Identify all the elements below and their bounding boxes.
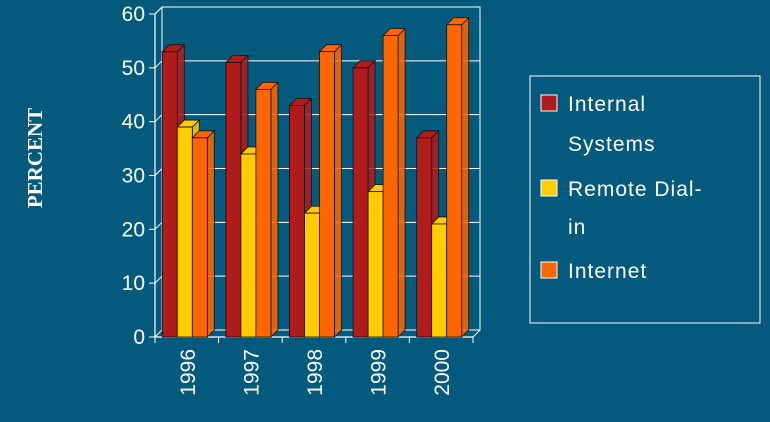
bar-front [289, 105, 305, 338]
bar-side [397, 27, 406, 338]
bar-front [161, 51, 178, 338]
bar-front [240, 153, 257, 338]
bar-front [319, 51, 335, 338]
y-tick-label: 60 [122, 3, 145, 26]
legend-label-line: Remote Dial- [568, 178, 703, 201]
y-axis-label: PERCENT [23, 108, 47, 208]
gridline [154, 114, 480, 123]
legend: Internal Systems Remote Dial- in Interne… [529, 75, 761, 324]
bar-front [176, 126, 193, 338]
bar-front [191, 137, 208, 338]
bar-front [382, 35, 399, 338]
legend-item-remote-dial-in: Remote Dial- in [540, 178, 703, 239]
depth-edge [154, 329, 163, 338]
bar-side [334, 43, 342, 338]
legend-swatch-remote-dial-in [540, 179, 558, 197]
bar [445, 16, 470, 338]
bar-front [416, 137, 433, 338]
x-tick-label: 1996 [177, 349, 200, 396]
bar-front [255, 88, 272, 338]
bar-front [352, 67, 369, 338]
y-tick-label: 50 [122, 57, 145, 80]
bar-front [225, 62, 242, 338]
bar-front [367, 191, 384, 338]
x-tick-label: 2000 [431, 349, 454, 396]
legend-label-line: Internet [568, 260, 647, 283]
bar-side [206, 129, 215, 338]
gridline [154, 6, 480, 15]
bar [318, 43, 343, 338]
legend-swatch-internal-systems [540, 94, 558, 112]
depth-edge [472, 329, 481, 338]
x-tick-label: 1997 [240, 349, 263, 396]
bar-side [461, 16, 470, 338]
y-tick-label: 30 [122, 165, 145, 188]
bar [382, 27, 407, 338]
bars [161, 16, 470, 338]
y-tick-label: 20 [122, 218, 145, 241]
bar-front [446, 24, 463, 338]
y-tick-label: 10 [122, 272, 145, 295]
y-axis-ticks: 0 10 20 30 40 50 60 [122, 3, 155, 349]
x-tick-label: 1998 [304, 349, 327, 396]
legend-label-line: in [568, 216, 586, 239]
y-tick-label: 40 [122, 111, 145, 134]
gridline [154, 60, 480, 69]
x-tick-label: 1999 [368, 349, 391, 396]
legend-item-internal-systems: Internal Systems [540, 93, 656, 156]
y-tick-label: 0 [133, 326, 145, 349]
legend-swatch-internet [540, 261, 558, 279]
x-axis-ticks: 1996 1997 1998 1999 2000 [154, 337, 474, 396]
legend-box [529, 75, 761, 324]
bar [254, 81, 279, 338]
bar-front [304, 212, 320, 338]
legend-label-line: Systems [568, 133, 656, 156]
bar [191, 129, 216, 338]
bar-side [270, 81, 279, 338]
legend-item-internet: Internet [540, 260, 647, 283]
legend-label-line: Internal [568, 93, 646, 116]
bar-front [431, 223, 448, 338]
